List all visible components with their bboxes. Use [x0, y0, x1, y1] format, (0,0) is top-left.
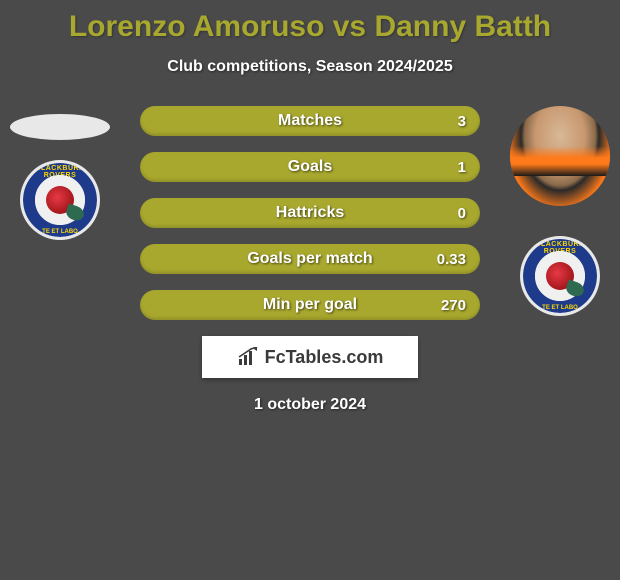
comparison-area: BLACKBURN ROVERS TE ET LABO BLACKBURN RO…: [0, 106, 620, 414]
stat-value: 1: [458, 159, 466, 176]
stat-value: 3: [458, 113, 466, 130]
brand-badge: FcTables.com: [202, 336, 418, 378]
player-right-column: BLACKBURN ROVERS TE ET LABO: [510, 106, 610, 316]
date-text: 1 october 2024: [0, 396, 620, 414]
crest-text-bottom: TE ET LABO: [523, 305, 597, 311]
stat-row: Min per goal 270: [140, 290, 480, 320]
stat-row: Hattricks 0: [140, 198, 480, 228]
stat-value: 270: [441, 297, 466, 314]
stat-label: Goals: [288, 158, 332, 176]
bar-chart-icon: [237, 347, 261, 367]
stat-row: Matches 3: [140, 106, 480, 136]
subtitle: Club competitions, Season 2024/2025: [0, 58, 620, 76]
page-title: Lorenzo Amoruso vs Danny Batth: [0, 0, 620, 44]
player-right-club-crest: BLACKBURN ROVERS TE ET LABO: [520, 236, 600, 316]
stat-row: Goals per match 0.33: [140, 244, 480, 274]
player-left-column: BLACKBURN ROVERS TE ET LABO: [10, 106, 110, 240]
stat-value: 0.33: [437, 251, 466, 268]
player-left-club-crest: BLACKBURN ROVERS TE ET LABO: [20, 160, 100, 240]
rose-icon: [46, 186, 74, 214]
brand-text: FcTables.com: [265, 347, 384, 368]
crest-text-bottom: TE ET LABO: [23, 229, 97, 235]
stat-label: Goals per match: [247, 250, 372, 268]
stats-list: Matches 3 Goals 1 Hattricks 0 Goals per …: [140, 106, 480, 320]
player-left-silhouette: [10, 114, 110, 140]
rose-icon: [546, 262, 574, 290]
player-right-photo: [510, 106, 610, 206]
stat-label: Min per goal: [263, 296, 357, 314]
stat-value: 0: [458, 205, 466, 222]
stat-row: Goals 1: [140, 152, 480, 182]
stat-label: Hattricks: [276, 204, 344, 222]
stat-label: Matches: [278, 112, 342, 130]
